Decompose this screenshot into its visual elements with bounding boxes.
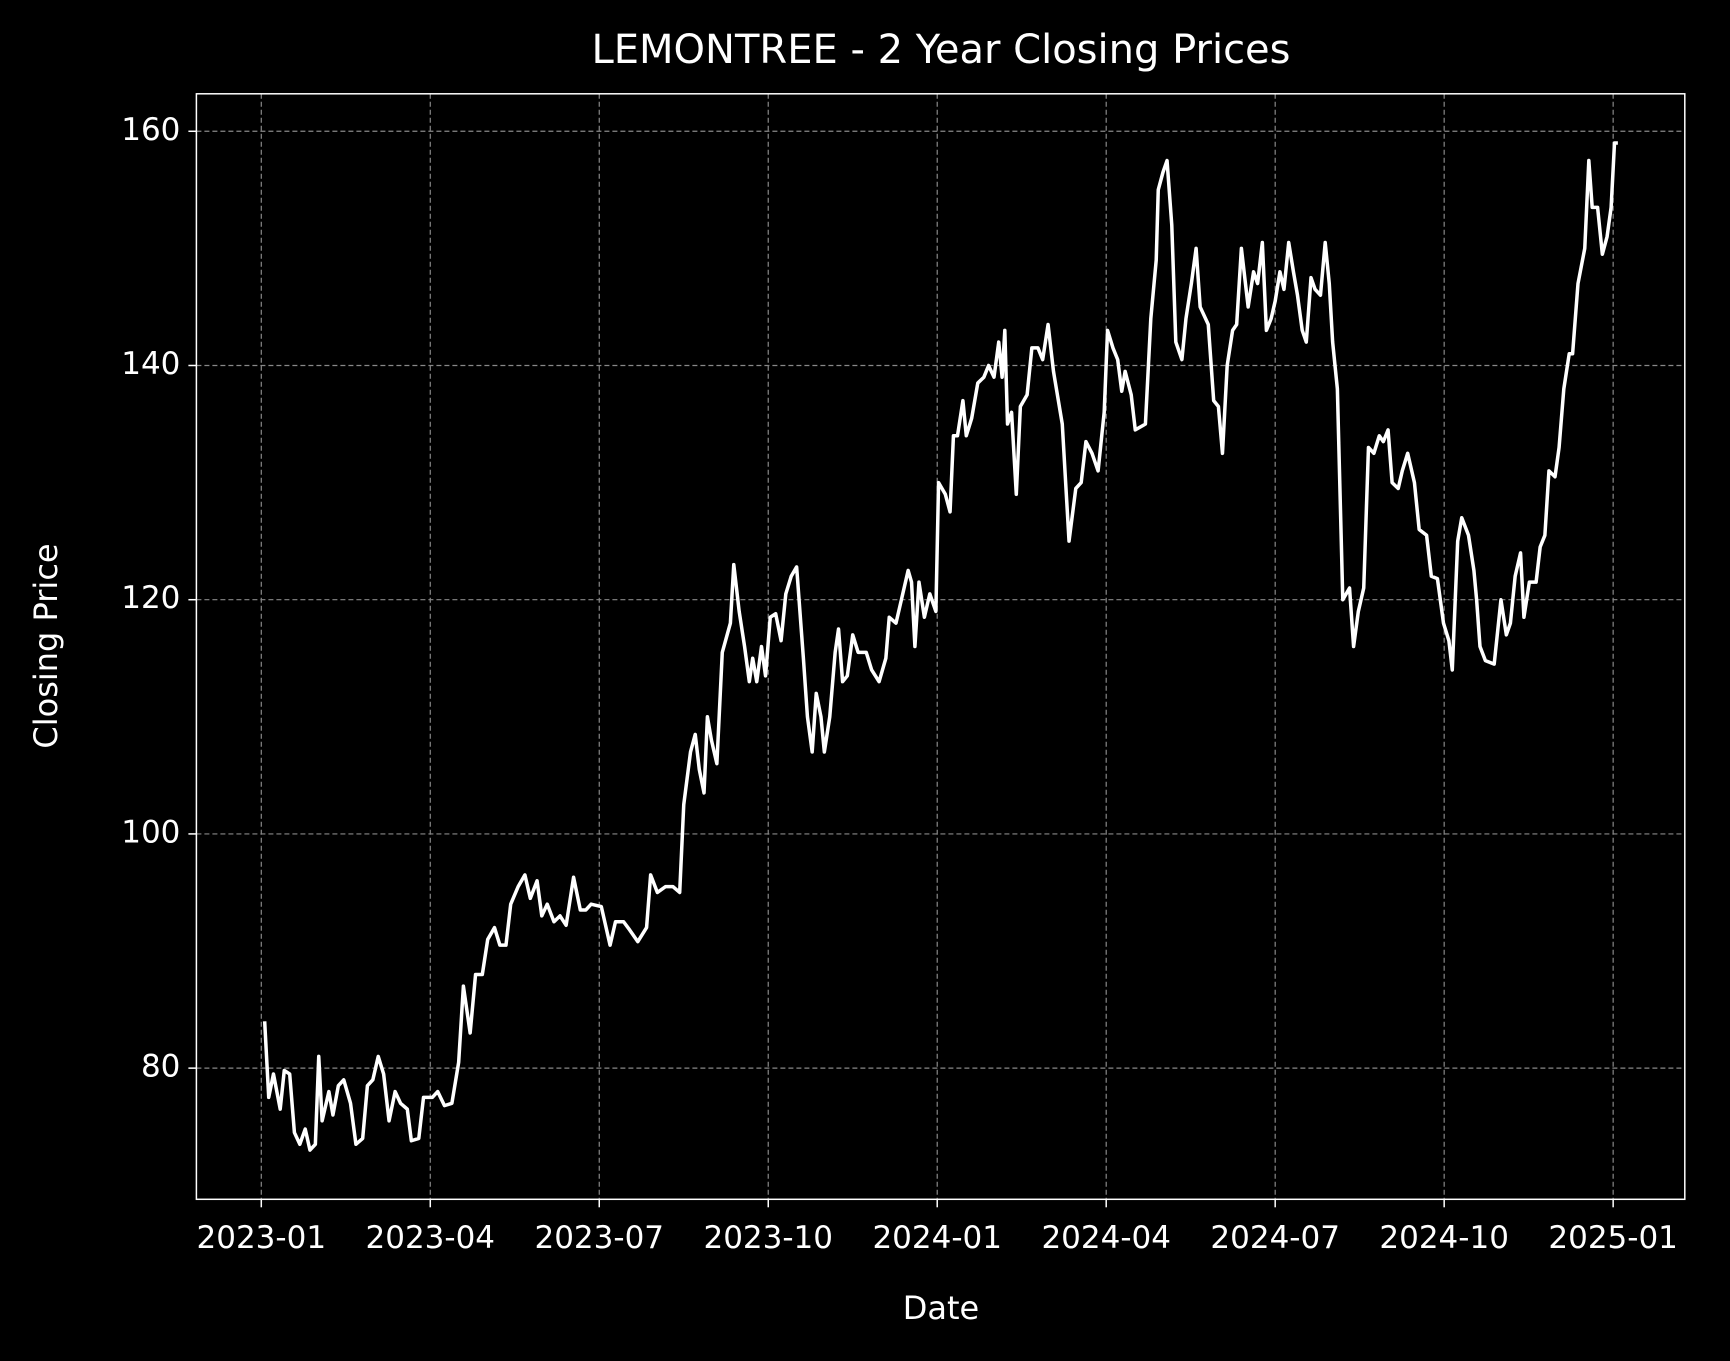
y-axis-label: Closing Price — [27, 543, 65, 748]
y-tick-label: 80 — [141, 1049, 180, 1085]
y-tick-label: 140 — [121, 346, 180, 382]
x-tick-label: 2024-04 — [1041, 1220, 1171, 1256]
y-tick-label: 120 — [121, 580, 180, 616]
x-tick-label: 2025-01 — [1548, 1220, 1678, 1256]
x-tick-label: 2023-04 — [366, 1220, 496, 1256]
price-line — [262, 141, 1618, 1152]
x-tick-label: 2024-07 — [1210, 1220, 1340, 1256]
x-axis-label: Date — [903, 1289, 979, 1327]
chart-title: LEMONTREE - 2 Year Closing Prices — [591, 27, 1290, 73]
plot-frame — [195, 93, 1686, 1201]
x-tick-label: 2023-10 — [703, 1220, 833, 1256]
y-tick-label: 100 — [121, 814, 180, 850]
x-tick-label: 2023-01 — [197, 1220, 327, 1256]
x-tick-label: 2023-07 — [534, 1220, 664, 1256]
y-tick-label: 160 — [121, 112, 180, 148]
x-tick-label: 2024-01 — [872, 1220, 1002, 1256]
x-tick-label: 2024-10 — [1379, 1220, 1509, 1256]
